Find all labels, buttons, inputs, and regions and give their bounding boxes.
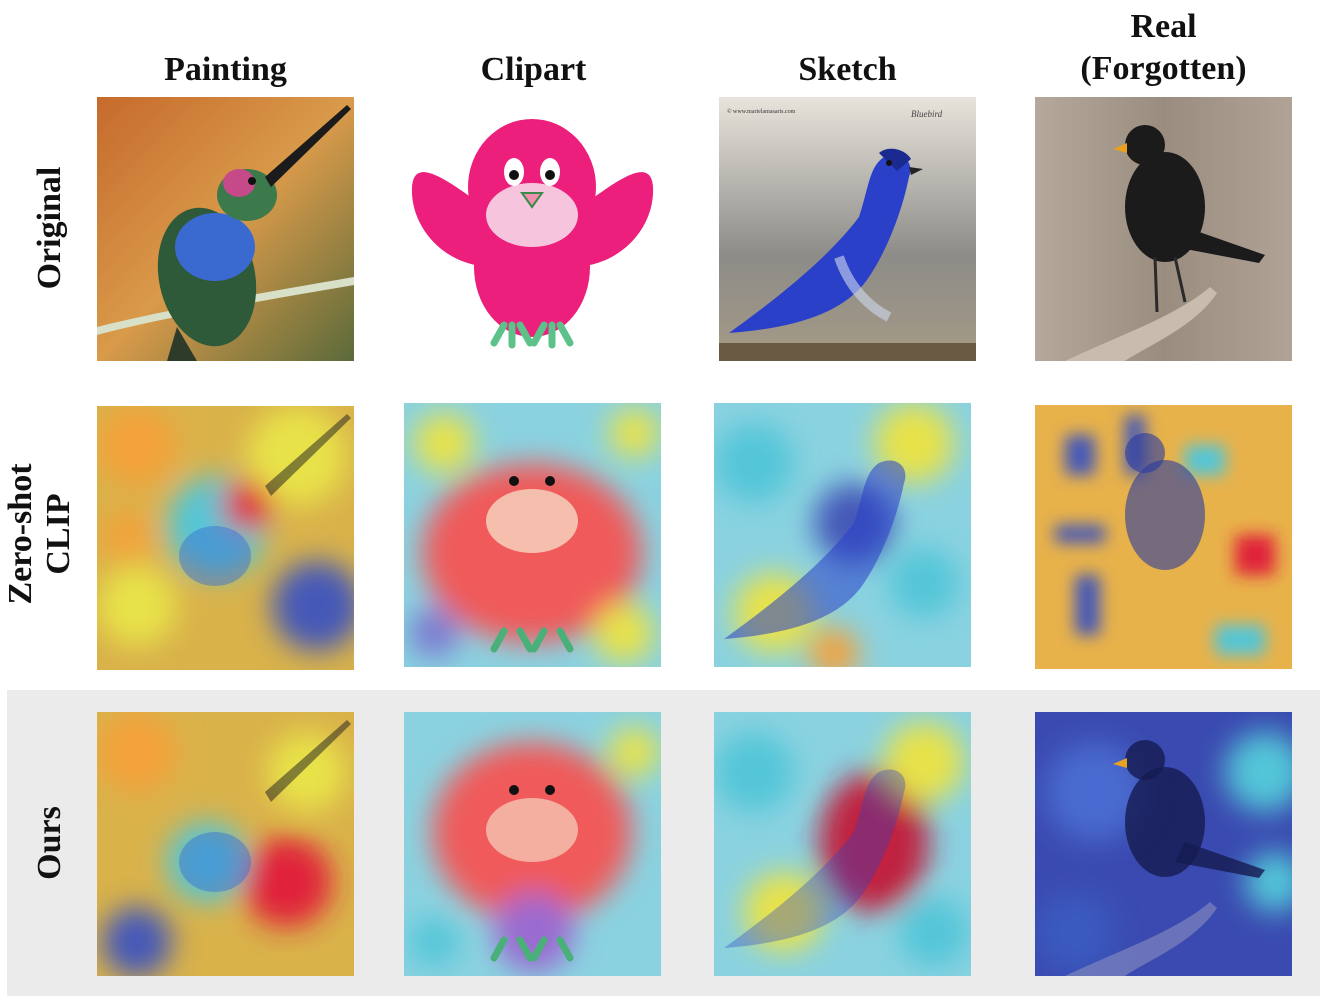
column-header-sketch: Sketch	[798, 51, 897, 88]
row-header-zeroshot-clip: Zero-shot CLIP	[2, 434, 78, 634]
column-header-painting: Painting	[164, 51, 287, 88]
row-header-zeroshot-line1: Zero-shot	[2, 463, 39, 605]
row-header-zeroshot-line2: CLIP	[40, 493, 77, 575]
image-sketch-original: © www.marielamasaris.com Bluebird	[719, 97, 976, 361]
sketch-watermark: © www.marielamasaris.com	[727, 108, 796, 115]
heatmap-clipart-ours	[404, 712, 661, 976]
heatmap-real-ours	[1035, 712, 1292, 976]
heatmap-real-zeroshot-clip	[1035, 405, 1292, 669]
heatmap-sketch-zeroshot-clip	[714, 403, 971, 667]
heatmap-clipart-zeroshot-clip	[404, 403, 661, 667]
row-header-original: Original	[31, 166, 68, 290]
sketch-signature: Bluebird	[911, 109, 943, 119]
heatmap-painting-ours	[97, 712, 354, 976]
heatmap-sketch-ours	[714, 712, 971, 976]
column-header-clipart: Clipart	[480, 51, 587, 88]
row-header-ours: Ours	[31, 806, 68, 880]
heatmap-painting-zeroshot-clip	[97, 406, 354, 670]
column-header-real-line2: (Forgotten)	[1080, 50, 1247, 87]
column-header-real-forgotten: Real (Forgotten)	[1034, 6, 1293, 90]
image-clipart-original	[404, 97, 661, 361]
column-header-real-line1: Real	[1130, 8, 1197, 45]
image-painting-original	[97, 97, 354, 361]
image-real-original	[1035, 97, 1292, 361]
